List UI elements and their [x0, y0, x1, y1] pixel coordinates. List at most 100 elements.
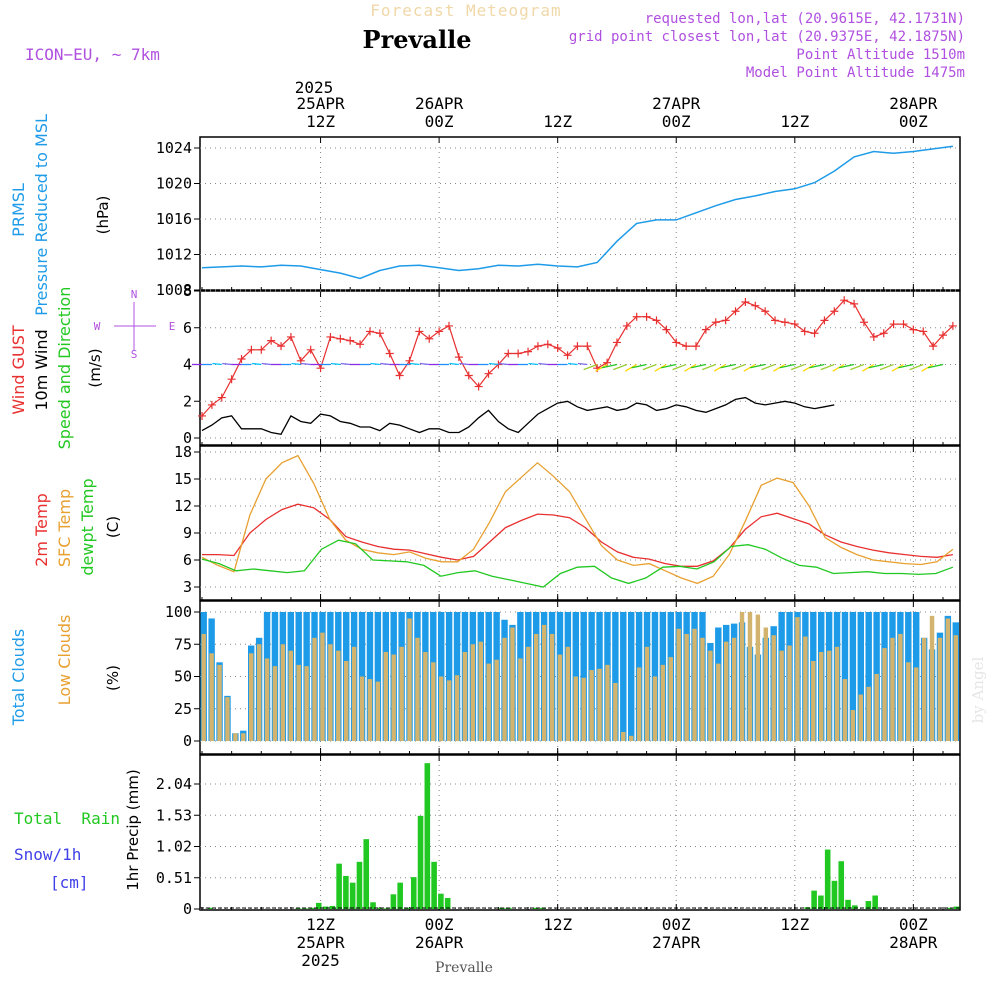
wind-direction-arrow: [927, 363, 944, 369]
precip-axis-labels: Total Rain Snow/1h [cm] 1hr Precip (mm): [14, 769, 142, 892]
prmsl-desc-label: Pressure Reduced to MSL: [32, 114, 51, 316]
bottom-time-label: 00Z: [662, 915, 691, 934]
wind-direction-arrow: [301, 362, 311, 366]
gust-point: [563, 351, 572, 360]
low-cloud-bar: [423, 651, 428, 741]
rain-bar: [824, 849, 831, 909]
low-cloud-bar: [359, 676, 365, 741]
low-cloud-bar: [708, 650, 713, 741]
wind-direction-arrow: [862, 363, 875, 372]
low-cloud-bar: [233, 733, 238, 741]
bottom-time-label: 12Z: [306, 915, 335, 934]
gust-point: [850, 299, 859, 308]
wind-direction-arrow: [498, 362, 509, 366]
gust-point: [692, 342, 700, 351]
y-tick-label: 50: [174, 668, 192, 686]
bottom-time-label: 00Z: [425, 915, 454, 934]
gust-point: [652, 316, 661, 325]
rain-bar: [322, 906, 329, 909]
low-cloud-bar: [937, 637, 943, 741]
low-cloud-bar: [692, 628, 697, 741]
low-cloud-bar: [344, 661, 349, 741]
low-cloud-bar: [763, 627, 768, 741]
gust-point: [514, 349, 523, 358]
rain-bar: [431, 861, 437, 909]
wind-direction-arrow: [809, 363, 825, 369]
low-cloud-bar: [929, 615, 935, 741]
gust-point: [741, 298, 750, 307]
total-cloud-bar: [612, 612, 619, 741]
low-cloud-bar: [597, 668, 602, 741]
y-tick-label: 1016: [156, 210, 192, 228]
pressure-axis-labels: PRMSL Pressure Reduced to MSL (hPa): [9, 114, 112, 316]
low-cloud-bar: [383, 651, 388, 741]
wind-direction-arrow: [684, 363, 697, 372]
speed-direction-label: Speed and Direction: [55, 287, 74, 450]
wind-direction-arrow: [419, 362, 430, 366]
cloud-axis-labels: Total Clouds Low Clouds (%): [9, 615, 122, 727]
panel-wind: 0 2 4 6 8: [183, 282, 961, 447]
rain-bar: [343, 875, 349, 909]
pressure-unit-label: (hPa): [94, 196, 112, 235]
wind10m-line: [201, 396, 835, 436]
low-cloud-bar: [312, 637, 317, 741]
gust-point: [701, 325, 710, 334]
wind-direction-arrow: [631, 363, 647, 369]
gust-point: [632, 312, 641, 321]
wind-direction-arrow: [291, 362, 301, 366]
rain-bar: [865, 901, 872, 909]
low-cloud-bar: [486, 663, 491, 741]
rain-bar: [872, 895, 878, 909]
temp2m-label: 2m Temp: [32, 493, 51, 567]
low-cloud-bar: [755, 614, 761, 741]
panel-frame: [199, 754, 961, 911]
gust-point: [474, 382, 483, 391]
gust-label: Wind GUST: [9, 325, 28, 415]
gust-point: [553, 343, 562, 352]
low-cloud-bar: [320, 632, 325, 741]
wind-direction-arrow: [538, 362, 548, 366]
wind-direction-arrow: [624, 363, 638, 372]
model-altitude: Model Point Altitude 1475m: [746, 65, 965, 81]
total-cloud-bar: [366, 612, 374, 741]
low-cloud-bar: [399, 646, 404, 741]
low-cloud-bar: [850, 710, 856, 741]
bottom-time-label: 26APR: [415, 933, 464, 952]
low-cloud-bar: [613, 682, 618, 741]
rain-bar: [377, 907, 383, 909]
rain-bar: [397, 882, 403, 909]
y-tick-label: 0: [183, 900, 192, 918]
wind-direction-arrow: [613, 363, 628, 371]
gust-point: [830, 307, 839, 316]
wind-direction-arrow: [449, 362, 459, 366]
cloud-unit-label: (%): [104, 665, 122, 691]
footer-location: Prevalle: [435, 960, 493, 976]
y-tick-label: 12: [174, 497, 192, 515]
y-tick-label: 1.53: [156, 806, 192, 824]
gust-point: [919, 327, 928, 336]
gust-point: [217, 393, 226, 402]
low-cloud-bar: [288, 650, 293, 741]
wind-direction-arrow: [909, 363, 924, 371]
y-tick-label: 1008: [156, 281, 192, 299]
low-cloud-bar: [454, 675, 460, 741]
gust-point: [326, 332, 335, 341]
gust-point: [820, 316, 829, 325]
rain-bar: [329, 905, 336, 909]
low-cloud-bar: [272, 666, 278, 741]
wind-direction-arrow: [409, 362, 420, 366]
gust-point: [267, 336, 276, 345]
bottom-time-label: 00Z: [899, 915, 928, 934]
gust-point: [336, 334, 345, 343]
gridpoint-coords: grid point closest lon,lat (20.9375E, 42…: [569, 29, 965, 45]
low-cloud-bar: [502, 637, 507, 741]
snow-unit-label: [cm]: [50, 873, 89, 892]
y-tick-label: 3: [183, 578, 192, 596]
top-time-label: 00Z: [425, 112, 454, 131]
rain-bar: [356, 861, 363, 909]
rain-bar: [417, 815, 424, 909]
rain-bar: [349, 882, 356, 909]
total-cloud-bar: [865, 612, 872, 741]
wind-direction-arrow: [850, 363, 865, 371]
